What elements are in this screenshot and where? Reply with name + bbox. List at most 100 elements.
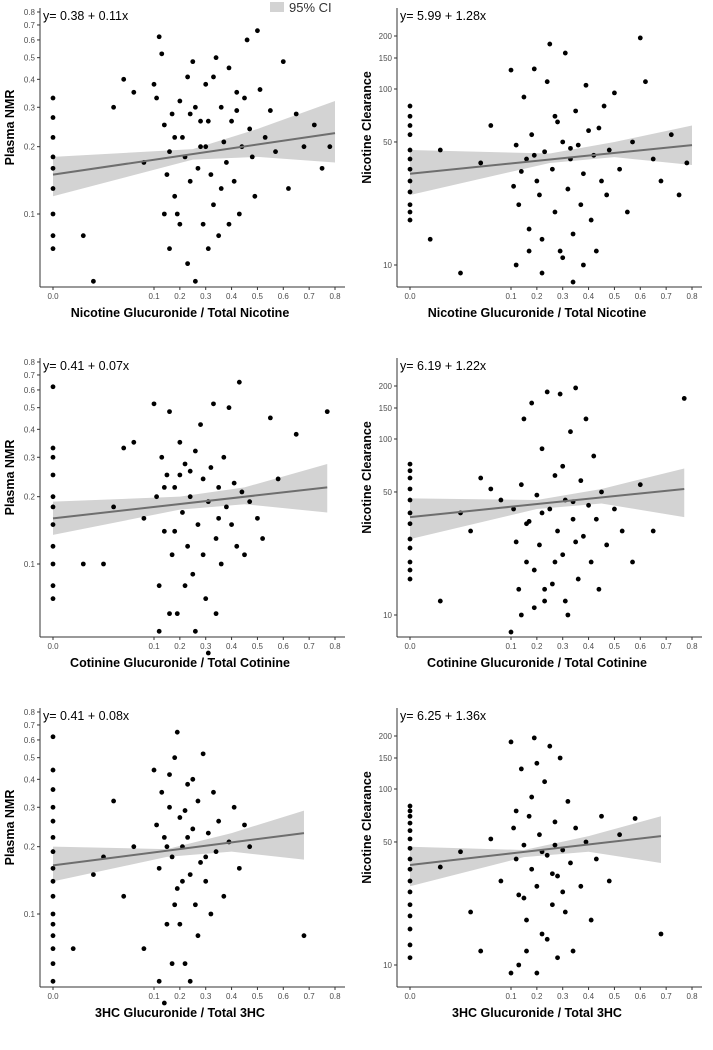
chart0-point [187, 111, 193, 117]
chart0-point [257, 87, 263, 92]
chart4-point [154, 822, 159, 828]
chart4-y-tick-label: 0.8 [24, 708, 36, 717]
chart1-point [407, 178, 413, 184]
chart5-equation: y= 6.25 + 1.36x [400, 709, 487, 723]
chart0-point [267, 108, 273, 113]
chart2-point [187, 494, 193, 500]
chart1-point [407, 103, 413, 109]
chart5-point [542, 779, 548, 785]
chart5-point [468, 909, 473, 915]
chart0-y-title: Plasma NMR [3, 90, 17, 166]
chart1-point [637, 35, 643, 41]
chart2-point [198, 422, 203, 427]
chart0-point [244, 37, 250, 43]
chart1-point [407, 189, 413, 195]
chart0-point [319, 165, 325, 171]
chart3-point [521, 416, 527, 422]
chart0-point [218, 104, 224, 110]
chart1-point [526, 226, 532, 232]
chart2-point [234, 543, 240, 549]
chart4-point [195, 798, 201, 804]
chart3-point [407, 461, 413, 467]
chart4-x-tick-label: 0.8 [329, 992, 341, 1001]
chart5-point [407, 808, 413, 814]
chart3-point [586, 502, 591, 508]
chart5-y-tick-label: 50 [383, 838, 392, 847]
chart0-point [211, 202, 216, 208]
chart4-ci-band [53, 810, 304, 882]
chart4-point [50, 787, 56, 792]
chart3-x-tick-label: 0.3 [557, 642, 569, 651]
chart4-point [172, 755, 178, 761]
chart1-point [604, 192, 610, 198]
chart1-point [521, 94, 527, 100]
chart1-point [427, 236, 433, 242]
chart-clearance-nicotine: 0.0 0.1 0.2 0.3 0.4 0.5 0.6 0.7 0.8 10 50 100 150 200… [360, 8, 702, 320]
chart2-point [151, 401, 157, 407]
chart2-point [50, 596, 56, 602]
chart0-point [200, 221, 206, 227]
chart0-point [249, 154, 255, 160]
chart4-point [164, 921, 170, 927]
chart2-point [239, 489, 245, 495]
chart0-point [80, 233, 86, 239]
chart1-point [437, 147, 443, 153]
chart4-x-title: 3HC Glucuronide / Total 3HC [95, 1006, 265, 1020]
chart5-fit-line [409, 835, 662, 866]
chart3-point [630, 559, 635, 565]
chart4-point [141, 946, 147, 952]
chart1-x-tick-label: 0.3 [557, 292, 569, 301]
chart2-point [242, 552, 247, 558]
chart0-point [177, 98, 183, 104]
chart1-point [612, 90, 617, 96]
chart1-y-tick-label: 150 [379, 54, 393, 63]
chart5-point [537, 832, 542, 838]
chart5-point [437, 864, 443, 870]
chart5-point [658, 931, 664, 937]
chart0-point [167, 246, 172, 252]
chart5-point [565, 799, 571, 804]
chart1-point [524, 156, 529, 162]
chart1-point [581, 262, 586, 268]
chart1-point [560, 255, 566, 261]
chart0-point [167, 149, 172, 155]
chart0-point [151, 81, 157, 87]
chart4-point [192, 902, 198, 908]
chart5-point [531, 735, 537, 741]
chart4-point [182, 808, 188, 813]
chart3-point [560, 552, 566, 558]
chart3-point [573, 385, 579, 391]
chart2-point [156, 583, 162, 589]
chart5-x-tick-label: 0.6 [635, 992, 647, 1001]
chart0-point [111, 104, 116, 110]
chart0-y-tick-label: 0.8 [24, 8, 36, 17]
chart3-point [407, 521, 413, 527]
chart0-point [161, 211, 167, 217]
chart-clearance-cotinine: 0.0 0.1 0.2 0.3 0.4 0.5 0.6 0.7 0.8 10 50 100 150 200… [360, 358, 702, 670]
chart0-x-tick-label: 0.4 [226, 292, 238, 301]
chart4-point [190, 776, 196, 782]
chart0-y-tick-label: 0.5 [24, 54, 36, 63]
chart3-fit-line [409, 487, 685, 519]
chart5-point [407, 828, 413, 834]
chart3-x-title: Cotinine Glucuronide / Total Cotinine [427, 656, 647, 670]
chart4-point [159, 789, 165, 795]
chart5-x-tick-label: 0.1 [505, 992, 517, 1001]
chart2-y-tick-label: 0.2 [24, 493, 36, 502]
chart3-x-tick-label: 0.2 [531, 642, 543, 651]
chart1-point [549, 166, 555, 172]
chart2-ci-band [53, 463, 328, 535]
chart4-y-tick-label: 0.5 [24, 754, 36, 763]
chart4-point [208, 911, 214, 917]
chart4-x-tick-label: 0.4 [226, 992, 238, 1001]
chart0-x-tick-label: 0.2 [174, 292, 186, 301]
chart0-point [293, 111, 299, 117]
chart0-y-tick-label: 0.7 [24, 21, 36, 30]
chart4-point [203, 854, 209, 860]
chart3-point [437, 598, 443, 604]
chart2-y-tick-label: 0.3 [24, 453, 36, 462]
chart3-x-tick-label: 0.5 [609, 642, 621, 651]
chart4-point [231, 804, 237, 810]
chart2-point [156, 628, 162, 634]
chart1-point [518, 169, 524, 174]
